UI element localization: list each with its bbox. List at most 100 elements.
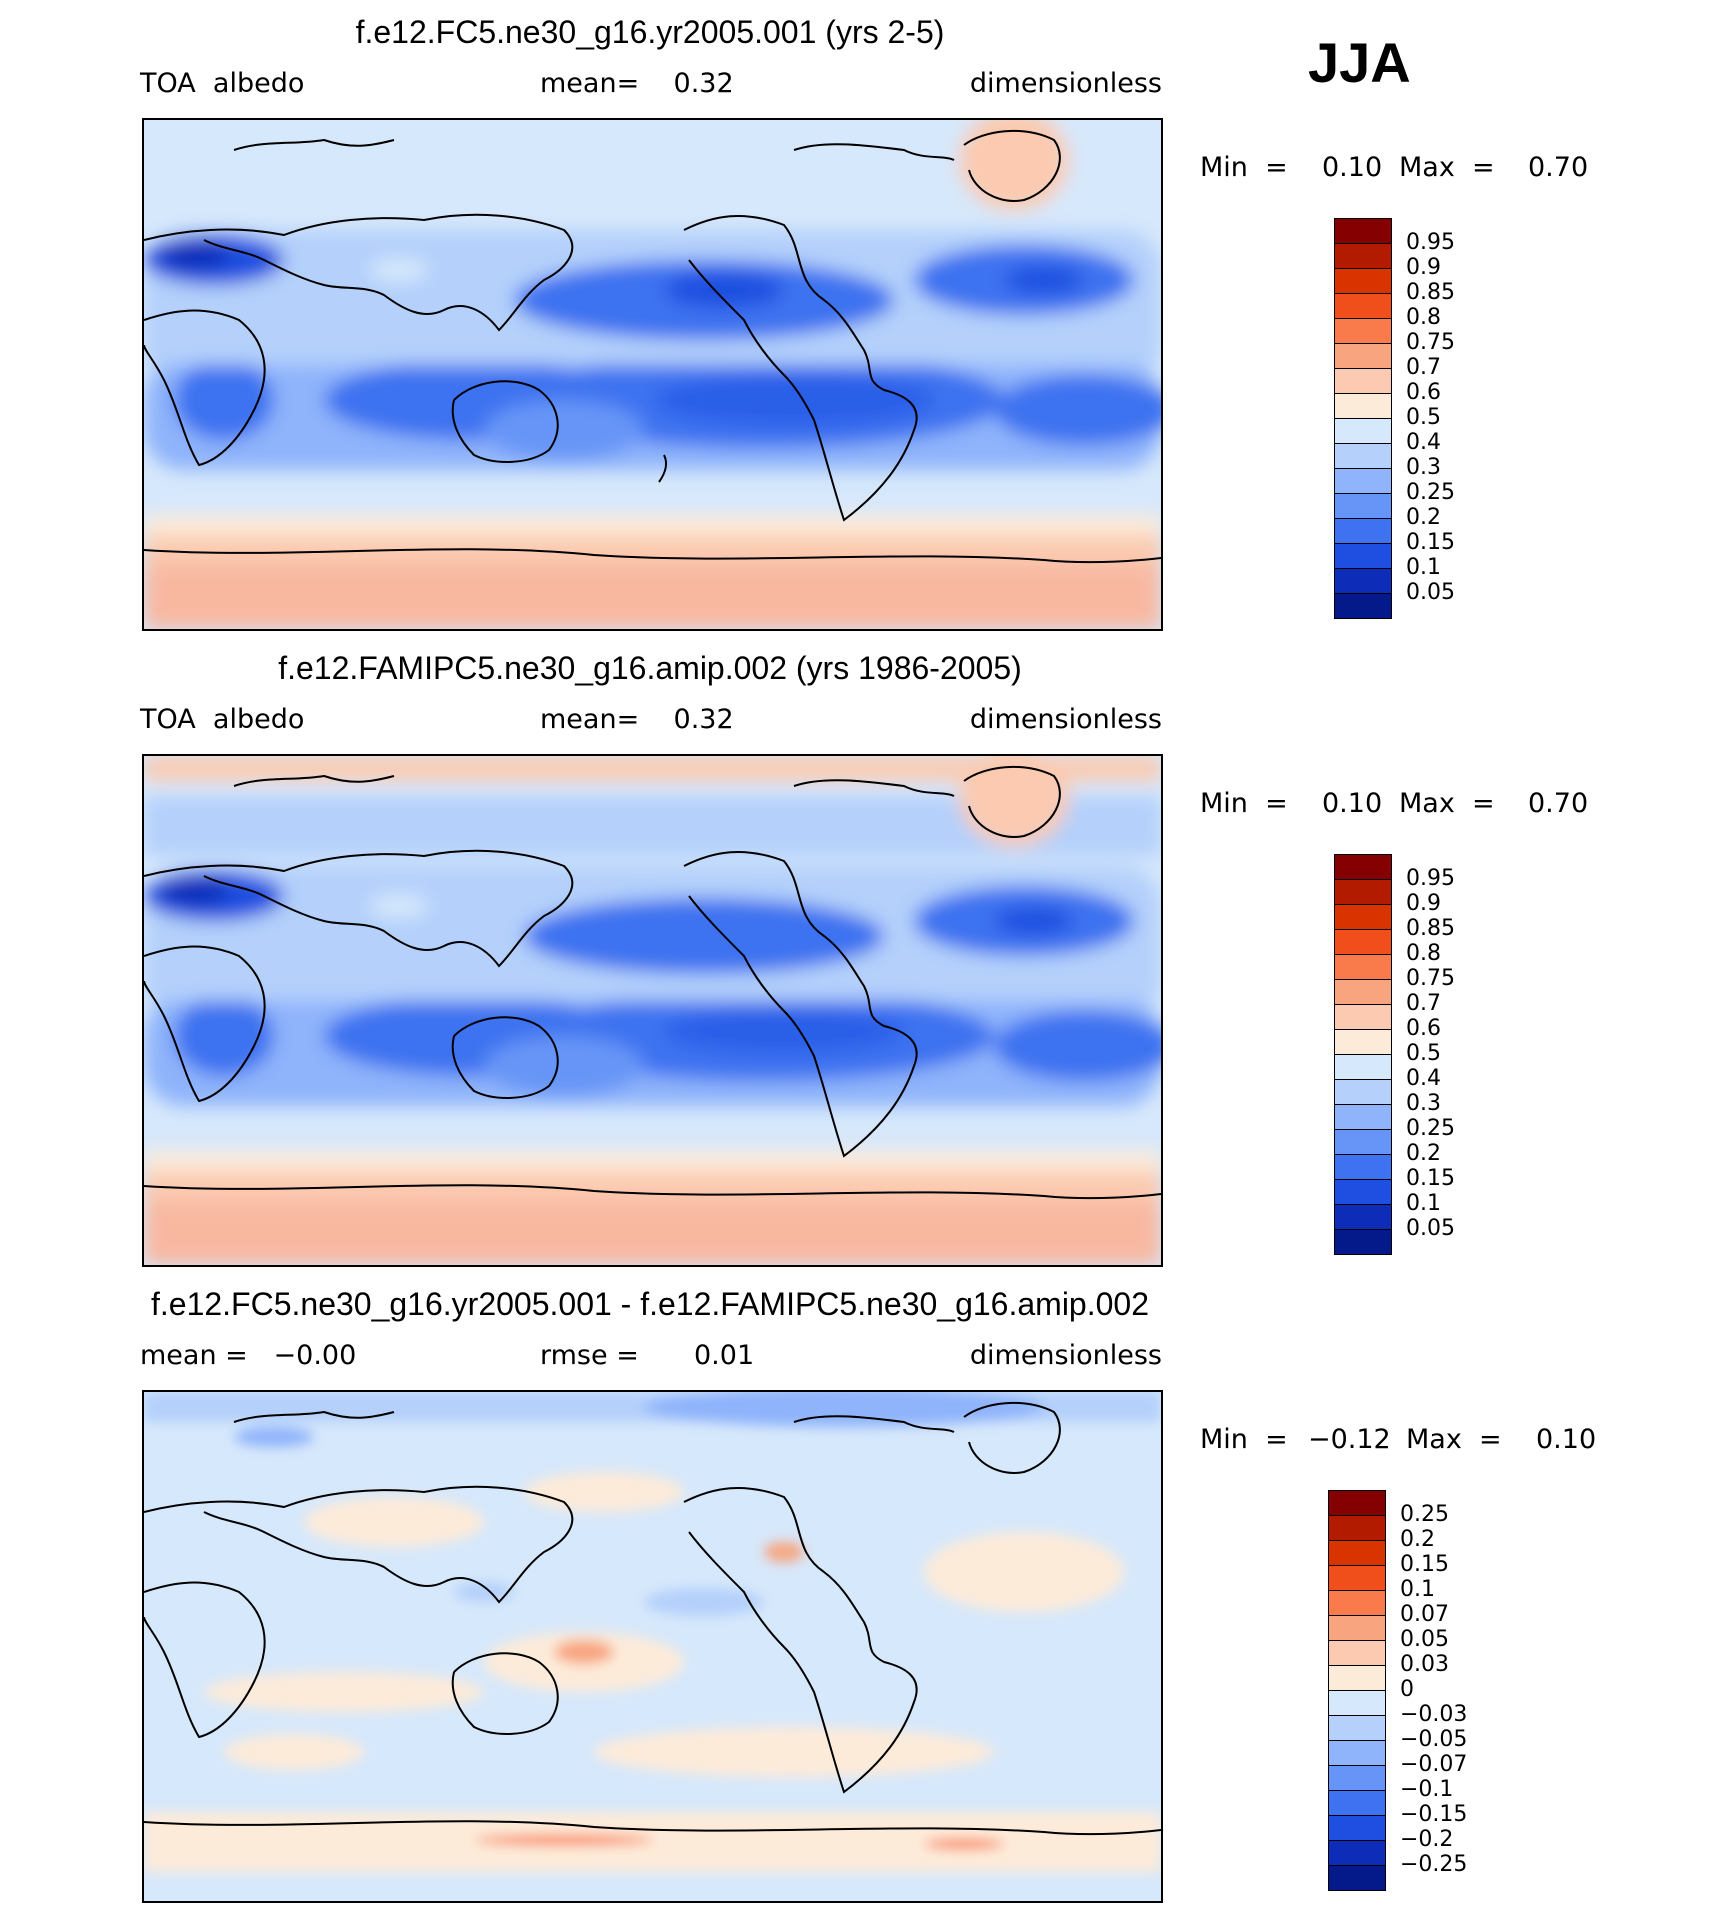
colorbar-segment: [1328, 1765, 1386, 1791]
colorbar-segment: [1328, 1790, 1386, 1816]
colorbar-tick-label: 0.25: [1406, 480, 1455, 505]
colorbar-segment: [1334, 904, 1392, 930]
colorbar-segment: [1334, 1029, 1392, 1055]
colorbar-tick-label: 0.05: [1406, 1216, 1455, 1241]
colorbar-segment: [1334, 343, 1392, 369]
colorbar-tick-label: 0.95: [1406, 866, 1455, 891]
colorbar-tick-label: −0.05: [1400, 1727, 1468, 1752]
colorbar-segment: [1328, 1865, 1386, 1891]
colorbar-tick-label: −0.03: [1400, 1702, 1468, 1727]
colorbar-segment: [1328, 1590, 1386, 1616]
colorbar-tick-label: 0.05: [1406, 580, 1455, 605]
colorbar-segment: [1334, 1079, 1392, 1105]
colorbar-segment: [1328, 1565, 1386, 1591]
colorbar-segment: [1334, 393, 1392, 419]
colorbar-segment: [1328, 1490, 1386, 1516]
panel-difference: f.e12.FC5.ne30_g16.yr2005.001 - f.e12.FA…: [0, 1272, 1710, 1908]
mean-label: mean= 0.32: [540, 68, 734, 99]
mean-label: mean= 0.32: [540, 704, 734, 735]
colorbar-tick-label: 0.6: [1406, 1016, 1441, 1041]
colorbar-segment: [1328, 1640, 1386, 1666]
colorbar: 0.95 0.9 0.85 0.8 0.75 0.7 0.6 0.5 0.4 0.3 0.25 0.2…: [1334, 218, 1455, 620]
colorbar-segment: [1334, 568, 1392, 594]
min-label: Min =: [1200, 1424, 1288, 1455]
max-label: Max =: [1406, 1424, 1502, 1455]
mean-label: mean = −0.00: [140, 1340, 357, 1371]
min-value: 0.10: [1322, 152, 1383, 183]
colorbar-tick-label: 0.3: [1406, 1091, 1441, 1116]
colorbar-segment: [1328, 1815, 1386, 1841]
colorbar-segment: [1334, 443, 1392, 469]
colorbar-tick-label: −0.15: [1400, 1802, 1468, 1827]
colorbar-tick-label: 0.2: [1406, 505, 1441, 530]
panel-title: f.e12.FAMIPC5.ne30_g16.amip.002 (yrs 198…: [278, 650, 1022, 686]
colorbar-tick-label: 0.8: [1406, 941, 1441, 966]
colorbar-tick-label: 0.8: [1406, 305, 1441, 330]
colorbar-segment: [1328, 1615, 1386, 1641]
colorbar-segment: [1334, 854, 1392, 880]
season-label: JJA: [1308, 31, 1411, 94]
colorbar-segment: [1334, 954, 1392, 980]
colorbar-tick-label: 0.9: [1406, 255, 1441, 280]
colorbar-segment: [1334, 218, 1392, 244]
colorbar-tick-label: 0.5: [1406, 405, 1441, 430]
colorbar-tick-label: 0.6: [1406, 380, 1441, 405]
colorbar-segment: [1334, 418, 1392, 444]
colorbar: 0.25 0.2 0.15 0.1 0.07 0.05 0.03 0 −0.03 −0.05 −0.…: [1328, 1490, 1467, 1892]
colorbar-tick-label: −0.2: [1400, 1827, 1454, 1852]
colorbar-segment: [1334, 1229, 1392, 1255]
colorbar-segment: [1334, 1004, 1392, 1030]
colorbar: 0.95 0.9 0.85 0.8 0.75 0.7 0.6 0.5 0.4 0.3 0.25 0.2…: [1334, 854, 1455, 1256]
colorbar-tick-label: 0: [1400, 1677, 1414, 1702]
units-label: dimensionless: [969, 68, 1162, 99]
colorbar-tick-label: 0.1: [1406, 555, 1441, 580]
colorbar-tick-label: 0.9: [1406, 891, 1441, 916]
colorbar-segment: [1328, 1690, 1386, 1716]
min-value: −0.12: [1308, 1424, 1391, 1455]
panel-title: f.e12.FC5.ne30_g16.yr2005.001 - f.e12.FA…: [150, 1286, 1149, 1322]
albedo-map-svg: [144, 756, 1161, 1265]
max-value: 0.10: [1536, 1424, 1597, 1455]
colorbar-segment: [1328, 1715, 1386, 1741]
min-label: Min =: [1200, 152, 1288, 183]
colorbar-segment: [1334, 493, 1392, 519]
colorbar-segment: [1334, 1204, 1392, 1230]
colorbar-tick-label: 0.15: [1406, 530, 1455, 555]
units-label: dimensionless: [969, 1340, 1162, 1371]
albedo-map: [142, 118, 1163, 631]
difference-map: [142, 1390, 1163, 1903]
colorbar-segment: [1334, 979, 1392, 1005]
colorbar-tick-label: 0.1: [1400, 1577, 1435, 1602]
colorbar-segment: [1328, 1665, 1386, 1691]
colorbar-tick-label: 0.3: [1406, 455, 1441, 480]
colorbar-tick-label: 0.4: [1406, 1066, 1441, 1091]
colorbar-tick-label: 0.07: [1400, 1602, 1449, 1627]
colorbar-segment: [1334, 293, 1392, 319]
colorbar-segment: [1334, 879, 1392, 905]
rmse-value: 0.01: [694, 1340, 755, 1371]
colorbar-segment: [1334, 468, 1392, 494]
colorbar-segment: [1334, 1054, 1392, 1080]
panel-title: f.e12.FC5.ne30_g16.yr2005.001 (yrs 2-5): [355, 14, 945, 50]
colorbar-tick-label: 0.2: [1400, 1527, 1435, 1552]
colorbar-tick-label: 0.15: [1406, 1166, 1455, 1191]
colorbar-tick-label: 0.1: [1406, 1191, 1441, 1216]
colorbar-tick-label: 0.75: [1406, 966, 1455, 991]
max-value: 0.70: [1528, 788, 1589, 819]
max-label: Max =: [1399, 788, 1495, 819]
colorbar-tick-label: −0.07: [1400, 1752, 1468, 1777]
difference-map-svg: [144, 1392, 1161, 1901]
colorbar-segment: [1334, 243, 1392, 269]
albedo-map-svg: [144, 120, 1161, 629]
colorbar-tick-label: 0.05: [1400, 1627, 1449, 1652]
colorbar-tick-label: −0.1: [1400, 1777, 1454, 1802]
colorbar-segment: [1334, 593, 1392, 619]
panel-model-climatology: f.e12.FC5.ne30_g16.yr2005.001 (yrs 2-5) …: [0, 0, 1710, 636]
colorbar-tick-label: 0.95: [1406, 230, 1455, 255]
colorbar-tick-label: 0.85: [1406, 280, 1455, 305]
colorbar-tick-label: 0.15: [1400, 1552, 1449, 1577]
colorbar-tick-label: 0.25: [1406, 1116, 1455, 1141]
colorbar-segment: [1334, 1129, 1392, 1155]
colorbar-segment: [1334, 1179, 1392, 1205]
min-value: 0.10: [1322, 788, 1383, 819]
